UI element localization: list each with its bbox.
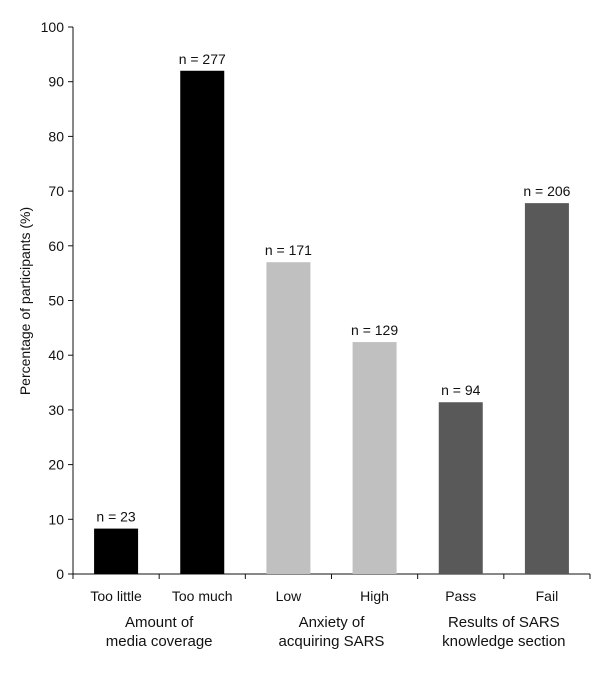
bar-data-label: n = 277 — [179, 51, 226, 67]
x-group-label: Anxiety of acquiring SARS — [279, 614, 385, 650]
bar — [524, 203, 569, 574]
bar-data-label: n = 129 — [351, 322, 398, 338]
x-category-label: Low — [276, 588, 303, 604]
group-labels: Amount of media coverage Anxiety of acquiri… — [106, 614, 566, 650]
y-axis-title: Percentage of participants (%) — [17, 207, 33, 395]
bar-data-label: n = 171 — [265, 242, 312, 258]
y-tick-label: 60 — [48, 238, 64, 254]
x-category-label: High — [360, 588, 389, 604]
y-tick-label: 90 — [48, 74, 64, 90]
y-tick-label: 20 — [48, 457, 64, 473]
bar — [266, 262, 311, 574]
y-tick-label: 30 — [48, 402, 64, 418]
y-tick-label: 70 — [48, 183, 64, 199]
bars — [94, 70, 569, 574]
x-group-label: Amount of media coverage — [106, 614, 213, 650]
x-category-label: Pass — [445, 588, 476, 604]
bar-data-label: n = 206 — [523, 183, 570, 199]
bar — [438, 402, 483, 574]
bar-labels: n = 23 n = 277 n = 171 n = 129 n = 94 n = 206 — [96, 51, 570, 525]
x-category-label: Fail — [536, 588, 559, 604]
y-tick-label: 50 — [48, 293, 64, 309]
y-tick-label: 10 — [48, 511, 64, 527]
x-category-label: Too much — [172, 588, 233, 604]
y-tick-label: 40 — [48, 347, 64, 363]
x-category-label: Too little — [90, 588, 142, 604]
bar-data-label: n = 94 — [441, 382, 481, 398]
y-tick-label: 100 — [41, 19, 65, 35]
bar — [94, 528, 139, 574]
y-axis-ticks: 0 10 20 30 40 50 60 70 80 90 100 — [41, 19, 591, 582]
bar — [352, 342, 397, 574]
category-labels: Too little Too much Low High Pass Fail — [90, 588, 558, 604]
bar-data-label: n = 23 — [96, 509, 136, 525]
x-group-label: Results of SARS knowledge section — [442, 614, 565, 650]
bar — [180, 70, 225, 574]
y-tick-label: 80 — [48, 128, 64, 144]
y-tick-label: 0 — [56, 566, 64, 582]
